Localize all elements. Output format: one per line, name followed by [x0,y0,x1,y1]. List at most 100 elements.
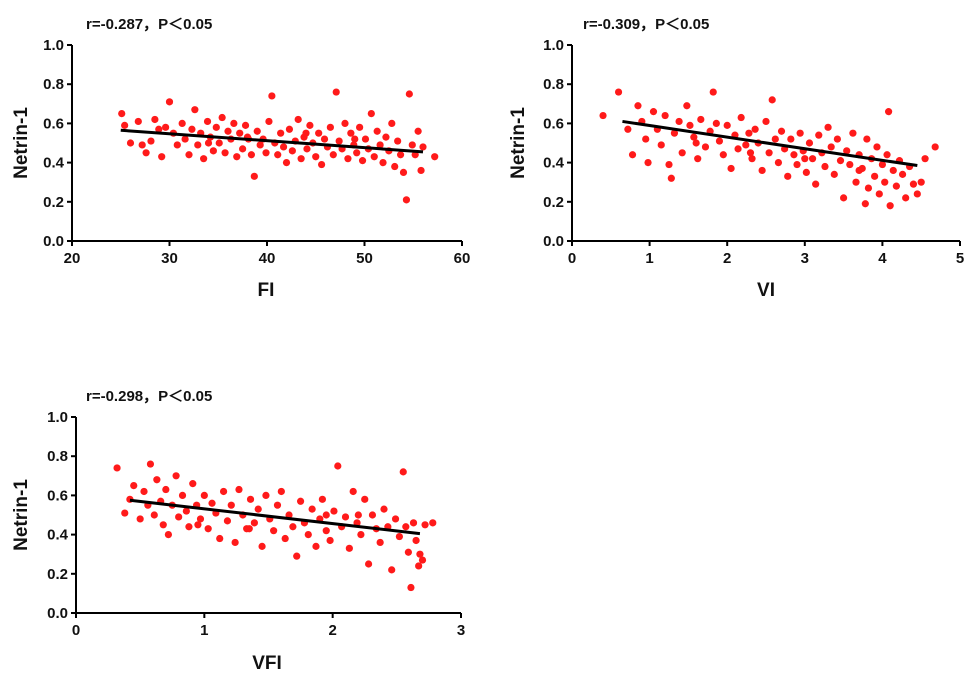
data-point [142,149,150,157]
data-point [361,135,370,143]
data-point [233,153,241,161]
data-point [354,511,362,519]
x-tick-label: 5 [956,250,964,267]
x-tick-label: 60 [454,250,471,267]
x-tick-label: 2 [723,250,731,267]
data-point [318,160,326,169]
data-point [690,133,698,141]
data-point [208,499,216,507]
data-point [246,495,255,503]
data-point [151,115,159,124]
data-point [165,98,174,106]
data-point [356,123,364,131]
data-point [675,117,683,126]
data-point [913,190,921,198]
panel-vfi: r=-0.298，P＜0.05 Netrin-1 VFI 0.00.20.40.… [11,388,465,674]
panel-vi-fit [622,119,918,168]
data-point [293,552,301,560]
x-tick-label: 0 [72,622,80,639]
data-point [200,491,208,499]
data-point [852,178,860,186]
panel-vi-annotation: r=-0.309，P＜0.05 [583,16,709,33]
data-point [130,482,138,490]
data-point [805,139,814,147]
data-point [358,157,367,165]
data-point [416,550,424,558]
data-point [279,143,288,151]
data-point [153,476,161,484]
data-point [840,194,848,202]
panel-vi-ticks: 0.0 0.2 0.4 0.6 0.8 1.0 0 1 2 3 4 5 [543,37,964,267]
data-point [657,141,665,149]
y-tick-label: 0.8 [543,76,564,93]
data-point [827,143,835,151]
data-point [921,155,929,163]
data-point [175,513,183,521]
panel-fi-ylabel: Netrin-1 [11,107,32,179]
data-point [306,121,314,129]
data-point [212,123,220,131]
data-point [121,509,129,517]
data-point [405,90,413,98]
y-tick-label: 0.6 [543,115,564,132]
data-point [155,125,163,133]
data-point [353,519,361,527]
data-point [113,464,121,472]
data-point [223,517,232,525]
regression-line [129,498,421,536]
panel-fi-ticks: 0.0 0.2 0.4 0.6 0.8 1.0 20 30 40 50 60 [43,37,470,267]
y-tick-label: 0.8 [47,448,68,465]
data-point [742,141,750,149]
data-point [312,542,320,550]
data-point [341,119,349,127]
data-point [203,117,212,126]
data-point [886,202,894,210]
y-tick-label: 0.0 [543,233,564,250]
x-tick-label: 3 [801,250,809,267]
data-point [380,505,388,513]
data-point [418,556,427,564]
data-point [191,106,199,114]
data-point [185,151,193,159]
y-tick-label: 0.6 [43,115,64,132]
data-point [758,166,766,175]
y-tick-label: 0.4 [543,155,565,172]
regression-line [622,119,918,168]
data-point [407,583,415,592]
data-point [189,480,197,488]
data-point [173,141,181,149]
data-point [892,182,900,190]
x-tick-label: 50 [356,250,373,267]
data-point [308,505,316,513]
data-point [830,170,838,178]
data-point [162,123,170,131]
data-point [270,527,278,535]
y-tick-label: 0.0 [43,233,64,250]
data-point [216,534,224,543]
data-point [777,127,786,135]
data-point [239,145,247,153]
data-point [624,125,632,133]
data-point [320,135,329,143]
data-point [419,143,427,151]
data-point [815,131,823,139]
y-tick-label: 1.0 [47,409,68,426]
data-point [734,145,742,153]
data-point [762,117,770,126]
data-point [388,119,396,127]
data-point [878,160,887,169]
data-point [396,151,405,159]
data-point [221,149,229,157]
data-point [345,544,353,552]
panel-vi-xlabel: VI [757,280,775,301]
data-point [683,102,691,110]
data-point [329,151,337,159]
data-point [349,487,357,496]
data-point [686,121,694,129]
data-point [277,129,285,137]
data-point [414,127,422,135]
data-point [661,111,669,120]
panel-vfi-fit [129,498,421,536]
data-point [121,121,129,129]
data-point [849,129,857,137]
